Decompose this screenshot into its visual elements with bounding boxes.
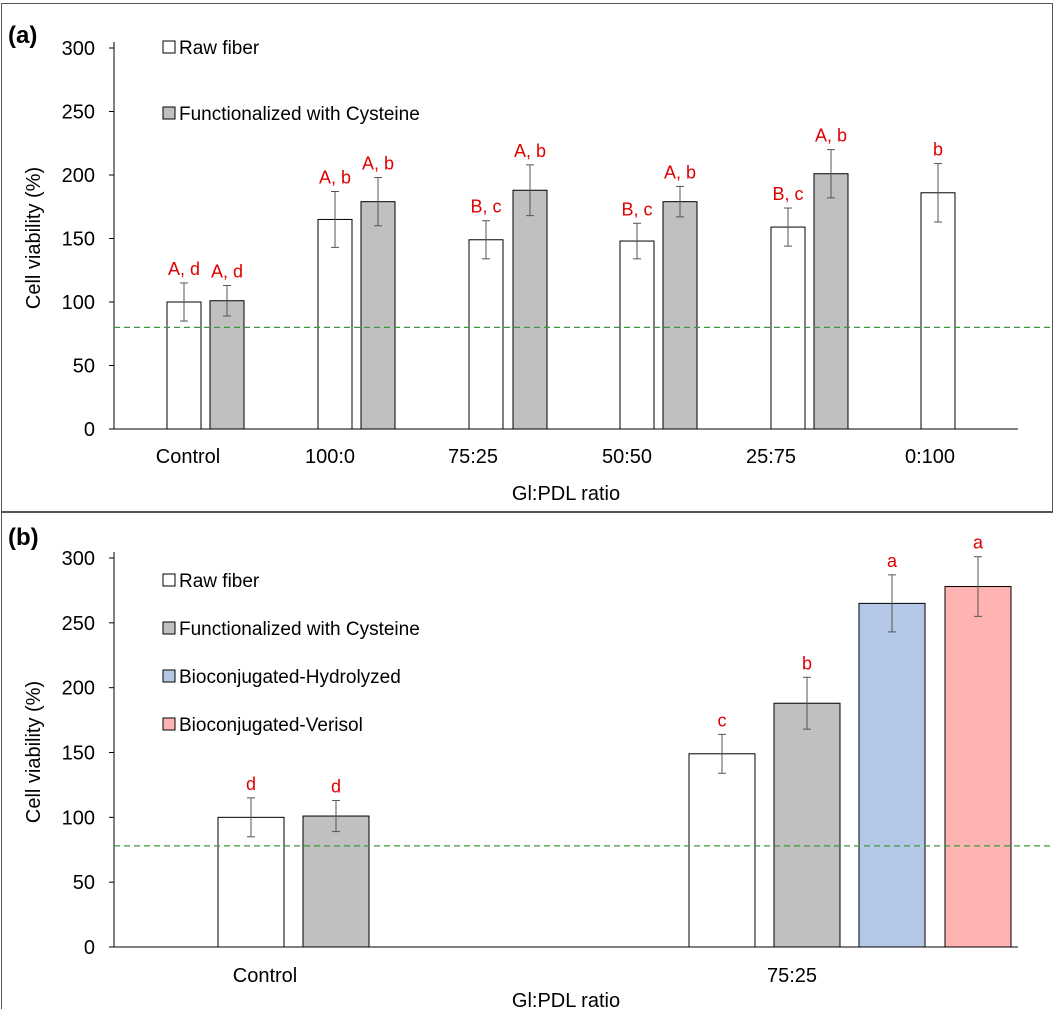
legend-swatch — [162, 621, 176, 635]
significance-label: B, c — [621, 199, 652, 219]
y-tick-label: 50 — [73, 356, 95, 378]
bar — [688, 753, 756, 948]
significance-label: A, b — [362, 154, 394, 174]
significance-label: A, d — [168, 259, 200, 279]
legend-label: Bioconjugated-Hydrolyzed — [179, 667, 401, 688]
significance-label: A, b — [664, 162, 696, 182]
y-tick-label: 200 — [62, 165, 95, 187]
category-label: 50:50 — [602, 446, 652, 468]
y-tick-label: 100 — [62, 292, 95, 314]
category-label: Control — [156, 446, 220, 468]
bar — [209, 300, 245, 430]
significance-label: B, c — [772, 184, 803, 204]
panel-a-frame — [1, 3, 1053, 512]
category-label: Control — [233, 965, 297, 987]
x-axis-title: Gl:PDL ratio — [512, 990, 620, 1011]
significance-label: a — [887, 551, 898, 571]
bar — [302, 815, 370, 948]
bar — [468, 239, 504, 430]
bar — [360, 201, 396, 430]
category-label: 75:25 — [448, 446, 498, 468]
bar — [166, 301, 202, 430]
bar — [920, 192, 956, 430]
bar — [217, 816, 285, 948]
bar — [619, 240, 655, 430]
legend-label: Raw fiber — [179, 571, 260, 592]
category-label: 25:75 — [746, 446, 796, 468]
bar — [773, 702, 841, 948]
bar — [858, 602, 926, 948]
significance-label: A, b — [319, 168, 351, 188]
legend-swatch — [162, 573, 176, 587]
significance-label: A, b — [815, 126, 847, 146]
legend-swatch — [162, 669, 176, 683]
y-tick-label: 150 — [62, 229, 95, 251]
bar — [813, 173, 849, 430]
y-tick-label: 0 — [84, 419, 95, 441]
y-axis-title: Cell viability (%) — [23, 681, 45, 823]
panel-b-frame — [1, 512, 1053, 1009]
category-label: 100:0 — [305, 446, 355, 468]
significance-label: A, d — [211, 261, 243, 281]
y-tick-label: 150 — [62, 743, 95, 765]
significance-label: a — [973, 533, 984, 553]
y-tick-label: 300 — [62, 548, 95, 570]
significance-label: b — [802, 653, 812, 673]
significance-label: c — [718, 710, 727, 730]
y-tick-label: 250 — [62, 102, 95, 124]
panel-label: (b) — [8, 524, 39, 551]
y-axis-title: Cell viability (%) — [23, 167, 45, 309]
legend-label: Functionalized with Cysteine — [179, 619, 420, 640]
significance-label: d — [331, 776, 341, 796]
y-tick-label: 50 — [73, 872, 95, 894]
bar — [317, 218, 353, 430]
legend-swatch — [162, 40, 176, 54]
x-axis-title: Gl:PDL ratio — [512, 483, 620, 505]
y-tick-label: 0 — [84, 937, 95, 959]
legend-swatch — [162, 106, 176, 120]
category-label: 0:100 — [905, 446, 955, 468]
panel-label: (a) — [8, 22, 37, 49]
significance-label: b — [933, 140, 943, 160]
legend-label: Bioconjugated-Verisol — [179, 715, 363, 736]
legend-swatch — [162, 717, 176, 731]
bar — [662, 201, 698, 430]
significance-label: B, c — [470, 197, 501, 217]
bar — [944, 586, 1012, 948]
y-tick-label: 200 — [62, 678, 95, 700]
y-tick-label: 100 — [62, 807, 95, 829]
legend-label: Raw fiber — [179, 38, 260, 59]
legend-label: Functionalized with Cysteine — [179, 104, 420, 125]
significance-label: A, b — [514, 141, 546, 161]
y-tick-label: 300 — [62, 38, 95, 60]
significance-label: d — [246, 774, 256, 794]
bar — [512, 189, 548, 430]
y-tick-label: 250 — [62, 613, 95, 635]
category-label: 75:25 — [767, 965, 817, 987]
bar — [770, 226, 806, 430]
